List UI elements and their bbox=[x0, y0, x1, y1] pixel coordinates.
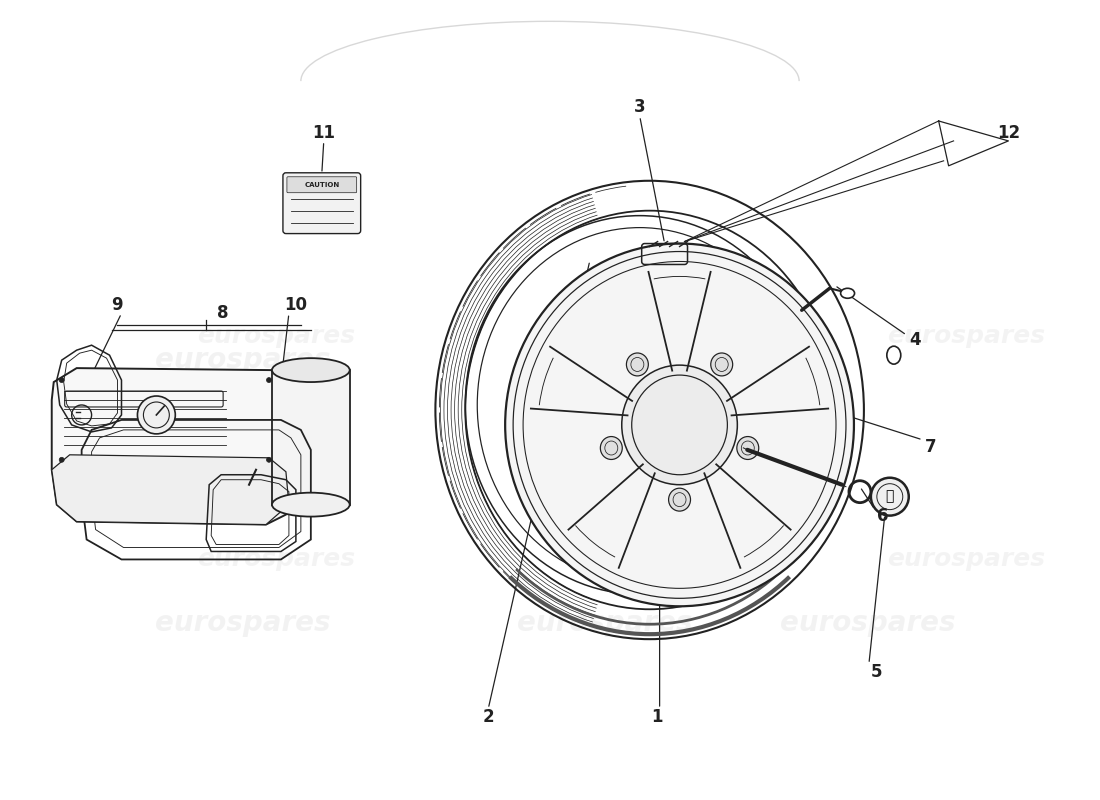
Text: 10: 10 bbox=[285, 296, 307, 314]
Text: eurospares: eurospares bbox=[517, 610, 693, 638]
Polygon shape bbox=[52, 455, 289, 525]
Ellipse shape bbox=[871, 478, 909, 515]
Ellipse shape bbox=[711, 353, 733, 376]
Text: 6: 6 bbox=[877, 506, 889, 525]
Text: eurospares: eurospares bbox=[517, 346, 693, 374]
Text: eurospares: eurospares bbox=[888, 547, 1046, 571]
Text: 12: 12 bbox=[997, 124, 1020, 142]
Ellipse shape bbox=[669, 488, 691, 511]
Text: eurospares: eurospares bbox=[155, 610, 331, 638]
Text: eurospares: eurospares bbox=[581, 547, 739, 571]
Ellipse shape bbox=[737, 437, 759, 459]
Text: 1: 1 bbox=[651, 708, 662, 726]
Text: CAUTION: CAUTION bbox=[305, 182, 340, 188]
Polygon shape bbox=[272, 370, 350, 505]
Text: 9: 9 bbox=[111, 296, 122, 314]
Text: eurospares: eurospares bbox=[780, 610, 956, 638]
Text: 11: 11 bbox=[312, 124, 336, 142]
Ellipse shape bbox=[59, 378, 64, 382]
Ellipse shape bbox=[59, 458, 64, 462]
FancyBboxPatch shape bbox=[287, 177, 356, 193]
Text: eurospares: eurospares bbox=[197, 547, 355, 571]
Ellipse shape bbox=[626, 353, 648, 376]
Ellipse shape bbox=[505, 243, 854, 606]
Ellipse shape bbox=[138, 396, 175, 434]
Ellipse shape bbox=[621, 365, 737, 485]
Ellipse shape bbox=[266, 458, 272, 462]
Text: eurospares: eurospares bbox=[888, 324, 1046, 348]
Ellipse shape bbox=[266, 378, 272, 382]
Text: 3: 3 bbox=[634, 98, 646, 116]
FancyBboxPatch shape bbox=[283, 173, 361, 234]
Ellipse shape bbox=[840, 288, 855, 298]
Ellipse shape bbox=[887, 346, 901, 364]
Text: 4: 4 bbox=[909, 331, 921, 350]
Text: 2: 2 bbox=[483, 708, 494, 726]
Text: 7: 7 bbox=[925, 438, 936, 456]
Text: 🐴: 🐴 bbox=[886, 490, 894, 504]
Ellipse shape bbox=[272, 358, 350, 382]
Ellipse shape bbox=[601, 437, 623, 459]
Text: 8: 8 bbox=[218, 304, 229, 322]
Polygon shape bbox=[52, 368, 290, 525]
Text: eurospares: eurospares bbox=[197, 324, 355, 348]
Ellipse shape bbox=[272, 493, 350, 517]
Text: eurospares: eurospares bbox=[155, 346, 331, 374]
Text: 5: 5 bbox=[871, 663, 882, 681]
Text: eurospares: eurospares bbox=[581, 324, 739, 348]
